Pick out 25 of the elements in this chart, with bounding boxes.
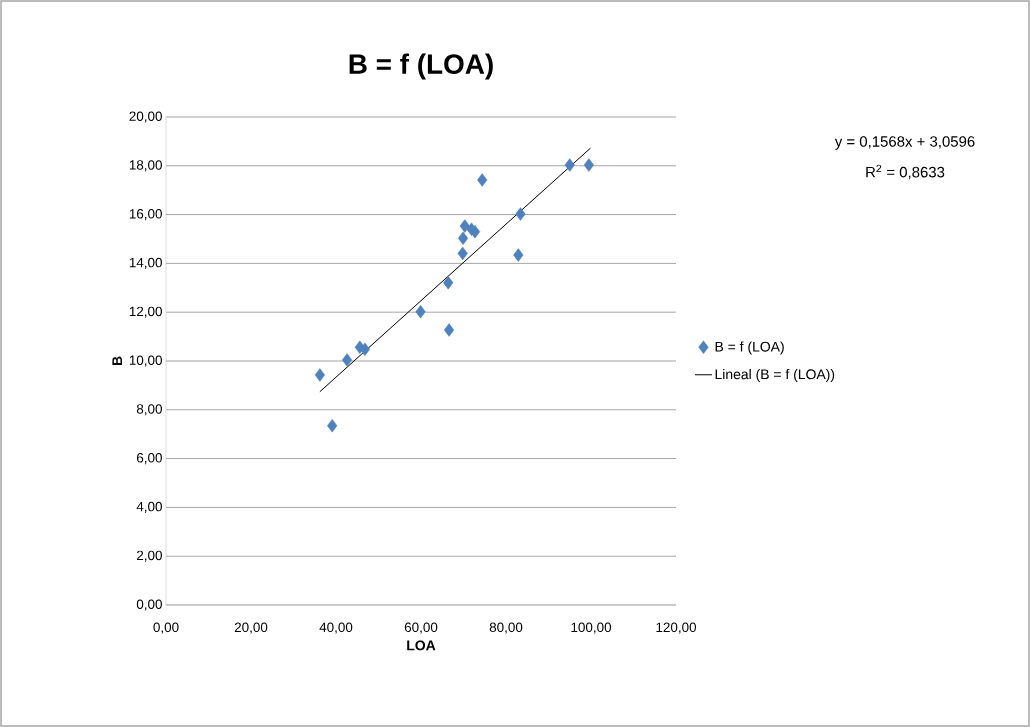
- y-tick-label: 8,00: [136, 404, 162, 416]
- y-axis-title: B: [112, 356, 122, 366]
- x-tick-label: 100,00: [571, 622, 612, 634]
- y-tick-label: 6,00: [137, 453, 162, 465]
- text: y = 0,1568x + 3,0596: [834, 136, 975, 150]
- y-tick-label: 16,00: [129, 209, 162, 221]
- x-tick-label: 60,00: [404, 622, 438, 634]
- y-tick-label: 18,00: [129, 160, 162, 172]
- y-tick-label: 2,00: [136, 550, 162, 562]
- y-tick-label: 10,00: [129, 355, 162, 367]
- x-tick-label: 40,00: [319, 622, 353, 634]
- legend-label: B = f (LOA): [715, 341, 784, 355]
- x-tick-label: 80,00: [489, 622, 523, 634]
- x-tick-label: 20,00: [234, 622, 268, 634]
- x-tick-label: 0,00: [153, 622, 179, 634]
- legend-label: Lineal (B = f (LOA)): [715, 368, 835, 382]
- x-tick-label: 120,00: [656, 622, 697, 634]
- x-axis-title: LOA: [407, 640, 436, 651]
- y-tick-label: 14,00: [129, 257, 162, 269]
- y-tick-label: 12,00: [129, 306, 162, 318]
- text: R$^{2}$ = 0,8633: [866, 164, 945, 180]
- chart-title: B = f (LOA): [349, 53, 493, 80]
- y-tick-label: 0,00: [136, 599, 162, 611]
- y-tick-label: 4,00: [136, 501, 162, 513]
- y-tick-label: 20,00: [129, 111, 162, 123]
